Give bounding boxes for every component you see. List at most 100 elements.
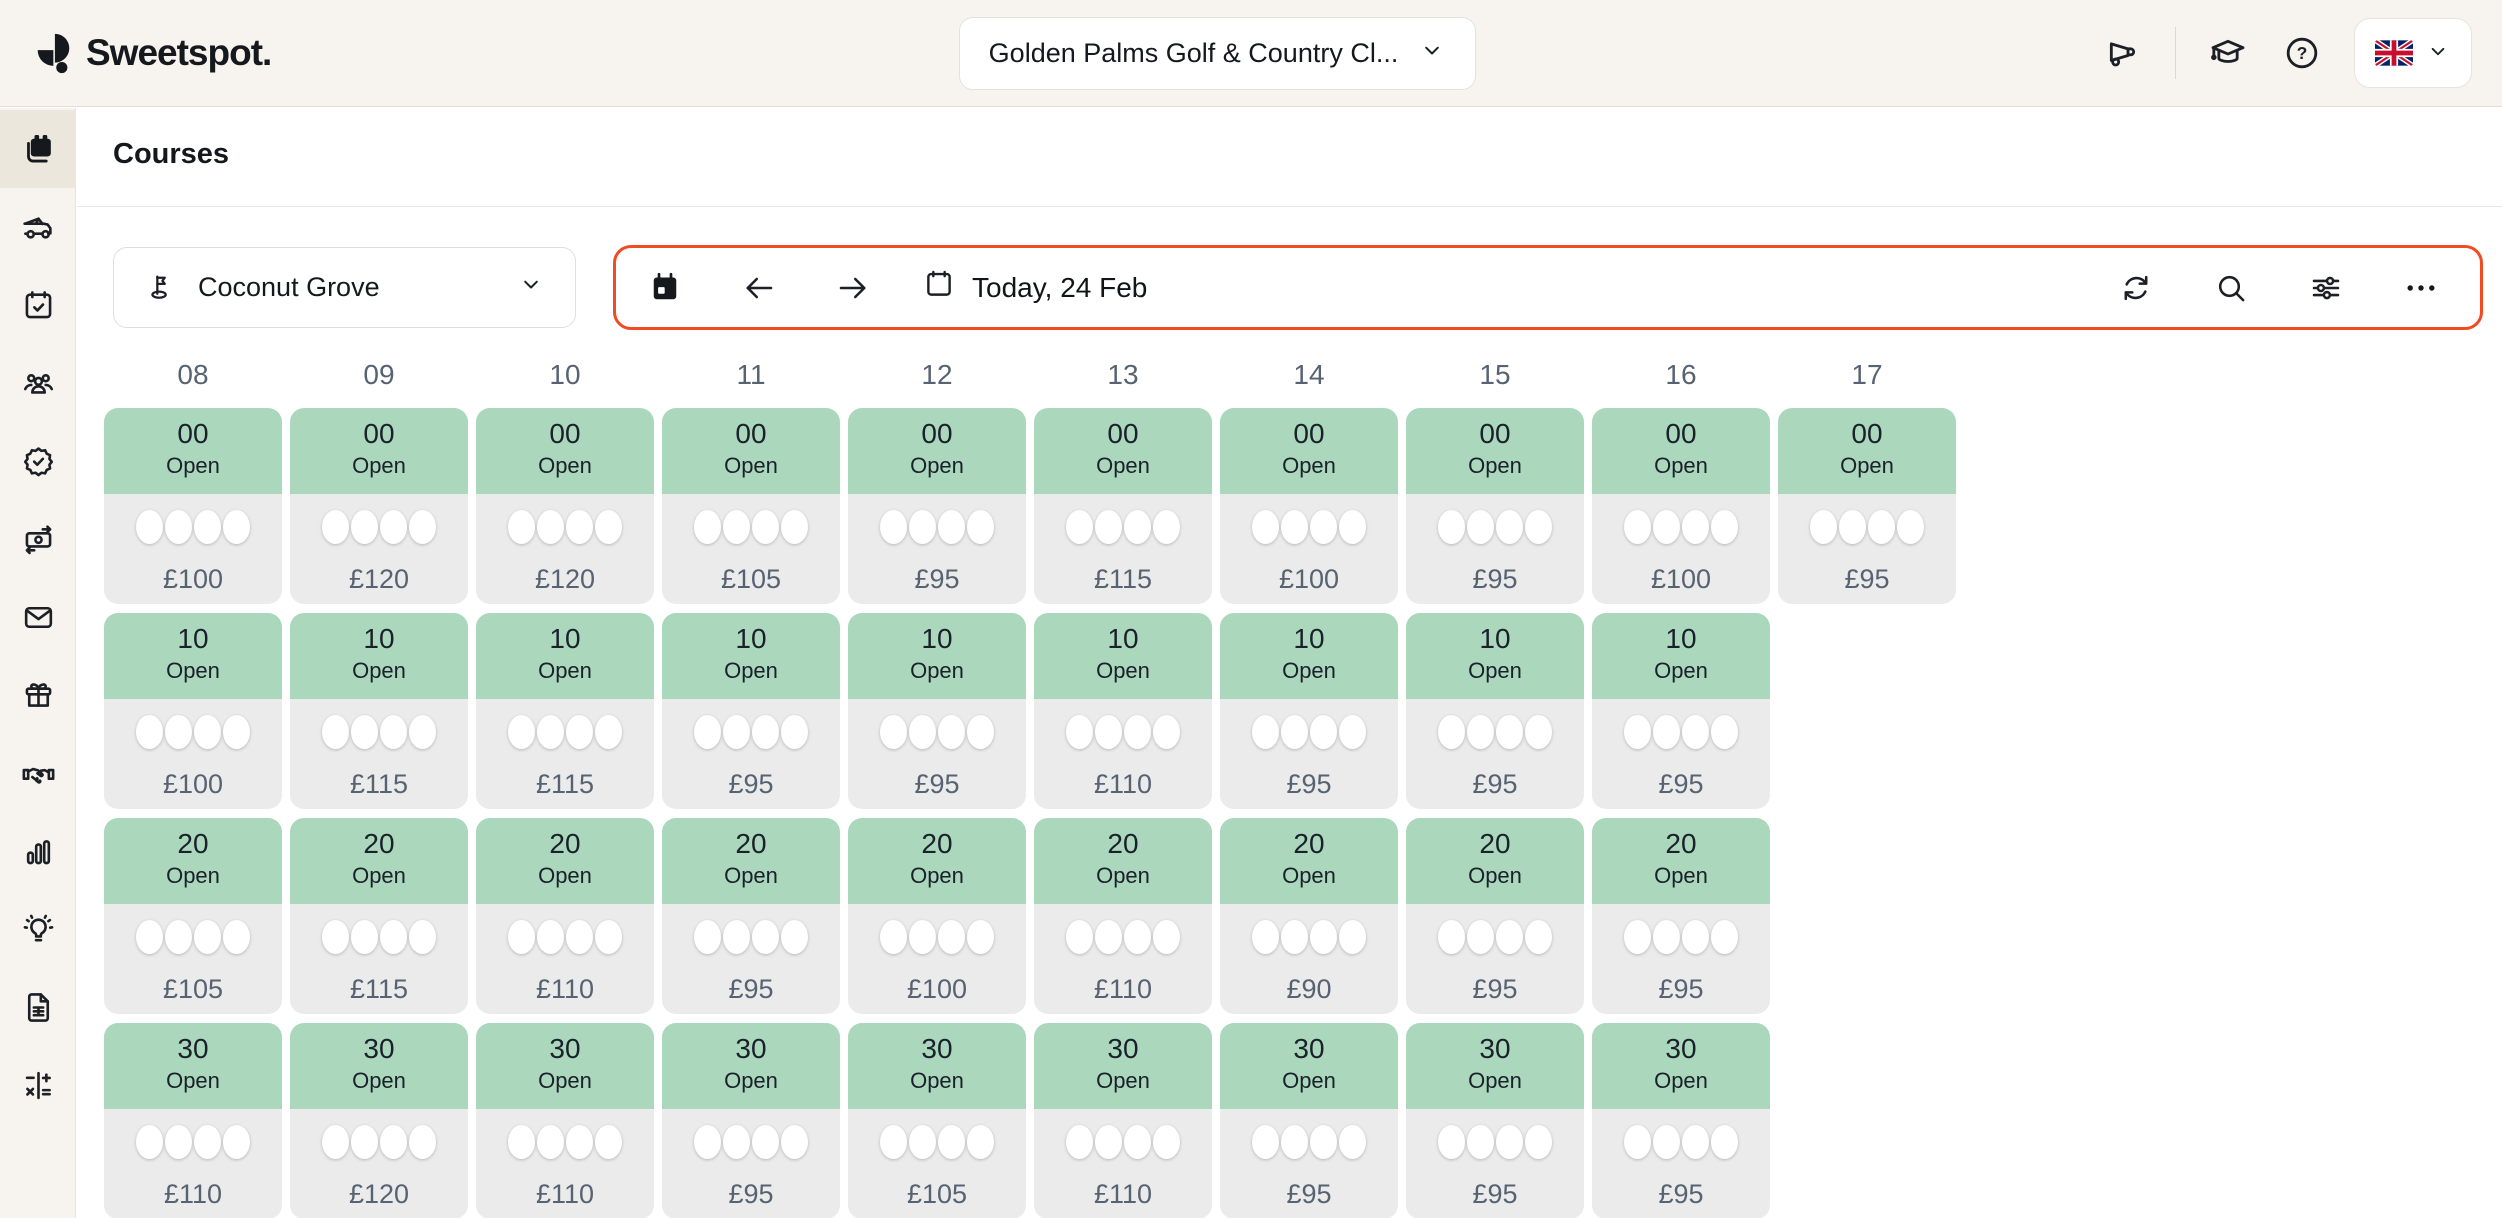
player-slot[interactable] [1124, 1125, 1151, 1159]
player-slot[interactable] [566, 715, 593, 749]
player-slot[interactable] [165, 1125, 192, 1159]
player-slot[interactable] [1310, 920, 1337, 954]
player-slot[interactable] [1525, 1125, 1552, 1159]
player-slot[interactable] [223, 920, 250, 954]
player-slot[interactable] [1124, 510, 1151, 544]
tee-time-cell[interactable]: 10 Open £95 [848, 613, 1026, 809]
tee-time-cell[interactable]: 10 Open £115 [290, 613, 468, 809]
player-slot[interactable] [1438, 715, 1465, 749]
sidebar-item-memberships[interactable] [0, 422, 76, 500]
player-slot[interactable] [967, 715, 994, 749]
player-slot[interactable] [595, 920, 622, 954]
tee-time-cell[interactable]: 30 Open £110 [1034, 1023, 1212, 1218]
tee-time-cell[interactable]: 20 Open £95 [1592, 818, 1770, 1014]
player-slot[interactable] [1467, 510, 1494, 544]
player-slot[interactable] [322, 1125, 349, 1159]
player-slot[interactable] [694, 715, 721, 749]
player-slot[interactable] [1438, 1125, 1465, 1159]
tee-time-cell[interactable]: 10 Open £95 [662, 613, 840, 809]
course-selector[interactable]: Coconut Grove [113, 247, 576, 328]
tee-time-cell[interactable]: 20 Open £105 [104, 818, 282, 1014]
player-slot[interactable] [566, 510, 593, 544]
player-slot[interactable] [752, 920, 779, 954]
more-options-icon[interactable] [2398, 265, 2444, 311]
player-slot[interactable] [1624, 1125, 1651, 1159]
player-slot[interactable] [322, 715, 349, 749]
player-slot[interactable] [694, 1125, 721, 1159]
player-slot[interactable] [781, 715, 808, 749]
player-slot[interactable] [136, 715, 163, 749]
tee-time-cell[interactable]: 20 Open £90 [1220, 818, 1398, 1014]
tee-time-cell[interactable]: 00 Open £105 [662, 408, 840, 604]
player-slot[interactable] [537, 920, 564, 954]
player-slot[interactable] [938, 715, 965, 749]
player-slot[interactable] [380, 510, 407, 544]
player-slot[interactable] [1153, 1125, 1180, 1159]
player-slot[interactable] [723, 1125, 750, 1159]
player-slot[interactable] [1839, 510, 1866, 544]
player-slot[interactable] [938, 1125, 965, 1159]
player-slot[interactable] [380, 920, 407, 954]
player-slot[interactable] [1496, 920, 1523, 954]
player-slot[interactable] [1525, 715, 1552, 749]
player-slot[interactable] [508, 510, 535, 544]
player-slot[interactable] [967, 1125, 994, 1159]
tee-time-cell[interactable]: 30 Open £95 [1592, 1023, 1770, 1218]
player-slot[interactable] [880, 510, 907, 544]
player-slot[interactable] [880, 1125, 907, 1159]
player-slot[interactable] [223, 1125, 250, 1159]
player-slot[interactable] [537, 1125, 564, 1159]
player-slot[interactable] [1066, 715, 1093, 749]
sidebar-item-tee-sheet[interactable] [0, 110, 76, 188]
player-slot[interactable] [1339, 1125, 1366, 1159]
player-slot[interactable] [322, 920, 349, 954]
player-slot[interactable] [508, 1125, 535, 1159]
player-slot[interactable] [723, 510, 750, 544]
player-slot[interactable] [1653, 920, 1680, 954]
tee-time-cell[interactable]: 10 Open £100 [104, 613, 282, 809]
player-slot[interactable] [595, 1125, 622, 1159]
player-slot[interactable] [194, 920, 221, 954]
player-slot[interactable] [752, 715, 779, 749]
tee-time-cell[interactable]: 10 Open £115 [476, 613, 654, 809]
player-slot[interactable] [1467, 715, 1494, 749]
sidebar-item-messages[interactable] [0, 578, 76, 656]
player-slot[interactable] [967, 510, 994, 544]
player-slot[interactable] [694, 920, 721, 954]
tee-time-cell[interactable]: 30 Open £110 [104, 1023, 282, 1218]
player-slot[interactable] [1810, 510, 1837, 544]
player-slot[interactable] [1496, 1125, 1523, 1159]
player-slot[interactable] [409, 920, 436, 954]
sidebar-item-members[interactable] [0, 344, 76, 422]
player-slot[interactable] [1624, 715, 1651, 749]
tee-time-cell[interactable]: 00 Open £95 [848, 408, 1026, 604]
player-slot[interactable] [967, 920, 994, 954]
player-slot[interactable] [909, 510, 936, 544]
player-slot[interactable] [1310, 510, 1337, 544]
tee-time-cell[interactable]: 00 Open £100 [1220, 408, 1398, 604]
player-slot[interactable] [938, 920, 965, 954]
player-slot[interactable] [1066, 920, 1093, 954]
tee-time-cell[interactable]: 20 Open £100 [848, 818, 1026, 1014]
player-slot[interactable] [1711, 510, 1738, 544]
sidebar-item-bookings[interactable] [0, 266, 76, 344]
player-slot[interactable] [1711, 715, 1738, 749]
player-slot[interactable] [1153, 920, 1180, 954]
player-slot[interactable] [380, 1125, 407, 1159]
player-slot[interactable] [351, 1125, 378, 1159]
tee-time-cell[interactable]: 30 Open £105 [848, 1023, 1026, 1218]
player-slot[interactable] [909, 1125, 936, 1159]
player-slot[interactable] [194, 510, 221, 544]
player-slot[interactable] [880, 715, 907, 749]
date-display[interactable]: Today, 24 Feb [922, 267, 1147, 308]
player-slot[interactable] [1653, 510, 1680, 544]
player-slot[interactable] [1624, 920, 1651, 954]
previous-day-arrow-icon[interactable] [736, 265, 782, 311]
player-slot[interactable] [1252, 510, 1279, 544]
player-slot[interactable] [351, 510, 378, 544]
player-slot[interactable] [723, 715, 750, 749]
tee-time-cell[interactable]: 30 Open £95 [1220, 1023, 1398, 1218]
player-slot[interactable] [1467, 1125, 1494, 1159]
player-slot[interactable] [351, 715, 378, 749]
player-slot[interactable] [1897, 510, 1924, 544]
